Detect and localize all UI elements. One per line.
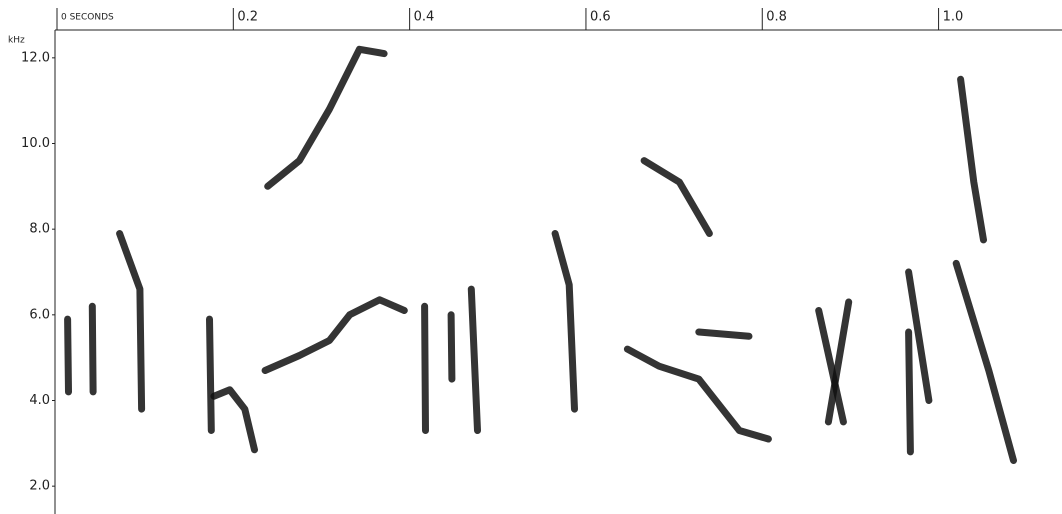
trace xyxy=(905,268,933,404)
y-axis-label: kHz xyxy=(8,36,25,46)
trace xyxy=(88,302,97,396)
x-tick-label: 0.4 xyxy=(414,10,435,25)
y-tick-label: 6.0 xyxy=(29,307,50,322)
trace xyxy=(824,298,853,426)
trace xyxy=(815,307,847,426)
trace xyxy=(640,157,713,237)
y-tick-label: 8.0 xyxy=(29,222,50,237)
y-tick-label: 2.0 xyxy=(29,479,50,494)
trace xyxy=(957,75,987,244)
trace xyxy=(551,230,578,413)
trace xyxy=(905,328,914,456)
x-tick-label: 0.8 xyxy=(766,10,787,25)
x-tick-label: 0.6 xyxy=(590,10,611,25)
x-tick-label: 1.0 xyxy=(943,10,964,25)
trace xyxy=(64,315,72,396)
trace xyxy=(264,45,388,190)
trace xyxy=(210,386,258,454)
trace xyxy=(261,296,408,374)
y-tick-label: 10.0 xyxy=(21,136,50,151)
y-tick-label: 4.0 xyxy=(29,393,50,408)
trace xyxy=(695,328,753,340)
y-tick-label: 12.0 xyxy=(21,50,50,65)
x-tick-label: 0 SECONDS xyxy=(61,13,114,23)
trace xyxy=(623,345,772,443)
trace xyxy=(952,259,1017,464)
trace xyxy=(467,285,481,434)
trace xyxy=(116,230,146,413)
x-tick-label: 0.2 xyxy=(237,10,258,25)
trace xyxy=(206,315,215,434)
trace xyxy=(421,302,429,434)
trace xyxy=(447,311,456,383)
